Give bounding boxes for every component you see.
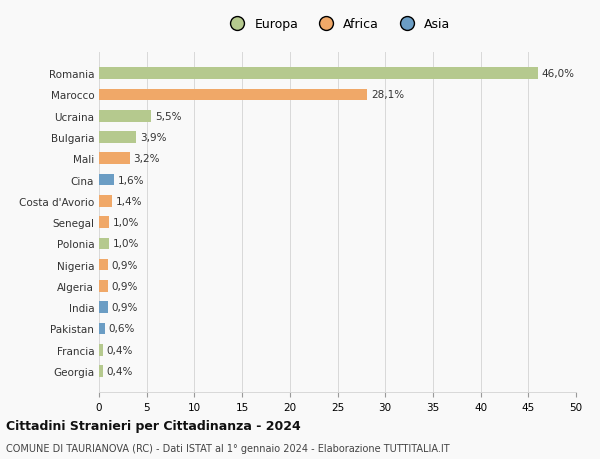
- Text: 0,6%: 0,6%: [109, 324, 135, 334]
- Bar: [99, 323, 105, 335]
- Text: 0,9%: 0,9%: [112, 281, 138, 291]
- Text: 46,0%: 46,0%: [542, 69, 575, 79]
- Bar: [99, 90, 367, 101]
- Bar: [99, 68, 538, 80]
- Text: 3,2%: 3,2%: [133, 154, 160, 164]
- Text: 0,4%: 0,4%: [107, 345, 133, 355]
- Bar: [99, 280, 107, 292]
- Text: Cittadini Stranieri per Cittadinanza - 2024: Cittadini Stranieri per Cittadinanza - 2…: [6, 419, 301, 432]
- Text: 1,0%: 1,0%: [112, 239, 139, 249]
- Bar: [99, 111, 151, 123]
- Text: 0,4%: 0,4%: [107, 366, 133, 376]
- Text: 5,5%: 5,5%: [155, 112, 182, 122]
- Bar: [99, 365, 103, 377]
- Legend: Europa, Africa, Asia: Europa, Africa, Asia: [224, 18, 451, 31]
- Bar: [99, 153, 130, 165]
- Text: 0,9%: 0,9%: [112, 260, 138, 270]
- Bar: [99, 132, 136, 144]
- Bar: [99, 238, 109, 250]
- Text: 1,4%: 1,4%: [116, 196, 143, 207]
- Text: 1,6%: 1,6%: [118, 175, 145, 185]
- Bar: [99, 344, 103, 356]
- Text: 0,9%: 0,9%: [112, 302, 138, 313]
- Bar: [99, 259, 107, 271]
- Bar: [99, 196, 112, 207]
- Text: COMUNE DI TAURIANOVA (RC) - Dati ISTAT al 1° gennaio 2024 - Elaborazione TUTTITA: COMUNE DI TAURIANOVA (RC) - Dati ISTAT a…: [6, 443, 449, 453]
- Text: 28,1%: 28,1%: [371, 90, 404, 100]
- Bar: [99, 174, 114, 186]
- Text: 1,0%: 1,0%: [112, 218, 139, 228]
- Bar: [99, 302, 107, 313]
- Bar: [99, 217, 109, 229]
- Text: 3,9%: 3,9%: [140, 133, 167, 143]
